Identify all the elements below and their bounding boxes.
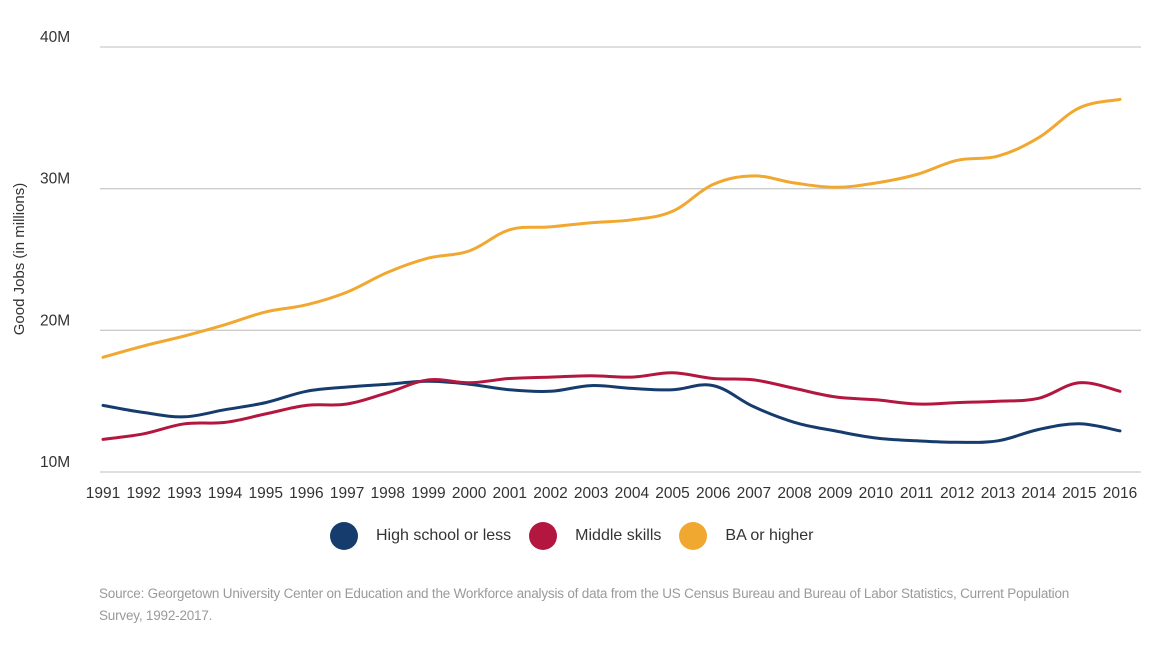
x-tick-label: 1996 [289,485,323,502]
x-tick-label: 1997 [330,485,364,502]
x-tick-label: 2013 [981,485,1015,502]
x-tick-label: 2004 [615,485,650,502]
x-tick-label: 2000 [452,485,487,502]
series-lines [101,97,1122,444]
x-tick-label: 2011 [900,485,933,502]
x-tick-label: 1998 [371,485,405,502]
legend-item-ba-or-higher: BA or higher [679,522,813,550]
legend-label-middle-skills: Middle skills [575,527,662,544]
x-tick-label: 1995 [248,485,282,502]
x-tick-label: 2006 [696,485,730,502]
x-tick-label: 2015 [1062,485,1096,502]
x-tick-label: 2010 [859,485,894,502]
y-tick-label: 40M [40,29,70,46]
series-line-middle-skills [101,371,1122,441]
y-axis-label: Good Jobs (in millions) [11,183,28,336]
legend-swatch-ba-or-higher [679,522,708,550]
y-tick-label: 30M [40,171,70,188]
x-tick-label: 2012 [940,485,974,502]
legend-label-high-school: High school or less [376,527,512,544]
x-tick-label: 1999 [411,485,445,502]
x-tick-label: 2009 [818,485,852,502]
legend: High school or less Middle skills BA or … [330,521,831,551]
x-tick-label: 2016 [1103,485,1137,502]
y-tick-label: 10M [40,454,70,471]
legend-item-middle-skills: Middle skills [529,522,661,550]
x-tick-label: 1993 [167,485,201,502]
source-note: Source: Georgetown University Center on … [99,586,1070,623]
x-tick-label: 2003 [574,485,608,502]
x-tick-label: 2008 [777,485,811,502]
x-tick-label: 2001 [493,485,527,502]
legend-swatch-high-school [330,522,358,550]
y-axis-ticks: 10M 20M 30M 40M [40,29,70,471]
series-line-ba-or-higher [101,97,1122,359]
x-tick-label: 1991 [86,485,120,502]
gridlines [100,46,1141,473]
y-tick-label: 20M [40,312,70,329]
x-tick-label: 2007 [737,485,771,502]
x-tick-label: 2002 [533,485,567,502]
x-tick-label: 2005 [655,485,689,502]
legend-swatch-middle-skills [529,522,558,550]
legend-label-ba-or-higher: BA or higher [725,527,814,544]
legend-item-high-school: High school or less [330,522,511,550]
x-tick-label: 2014 [1021,485,1056,502]
x-tick-label: 1992 [126,485,160,502]
x-tick-label: 1994 [208,485,243,502]
series-line-high-school [101,379,1122,444]
x-axis-ticks: 1991 1992 1993 1994 1995 1996 1997 1998 1999 2000… [86,485,1137,502]
